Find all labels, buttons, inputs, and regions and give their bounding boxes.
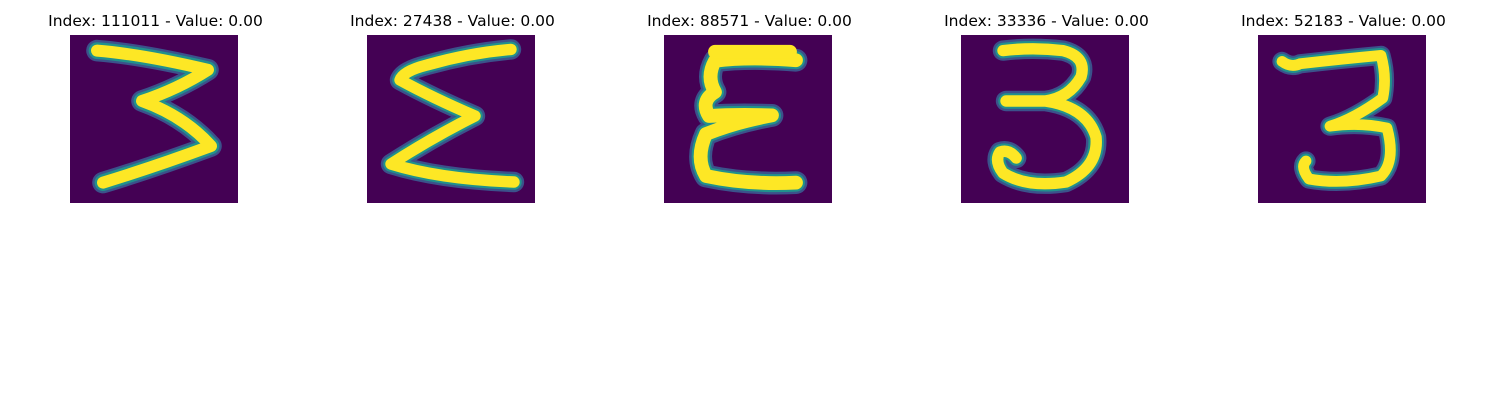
panel-4: Index: 33336 - Value: 0.00	[898, 0, 1195, 210]
panel-3: Index: 88571 - Value: 0.00	[601, 0, 898, 210]
digit-image	[70, 35, 238, 203]
panel-2: Index: 27438 - Value: 0.00	[304, 0, 601, 210]
digit-image	[367, 35, 535, 203]
panel-title: Index: 33336 - Value: 0.00	[944, 12, 1149, 30]
panel-title: Index: 111011 - Value: 0.00	[48, 12, 263, 30]
panel-title: Index: 88571 - Value: 0.00	[647, 12, 852, 30]
panel-title: Index: 27438 - Value: 0.00	[350, 12, 555, 30]
panel-title: Index: 52183 - Value: 0.00	[1241, 12, 1446, 30]
digit-image	[961, 35, 1129, 203]
digit-image	[664, 35, 832, 203]
panel-5: Index: 52183 - Value: 0.00	[1195, 0, 1492, 210]
digit-image	[1258, 35, 1426, 203]
panel-1: Index: 111011 - Value: 0.00	[7, 0, 304, 210]
